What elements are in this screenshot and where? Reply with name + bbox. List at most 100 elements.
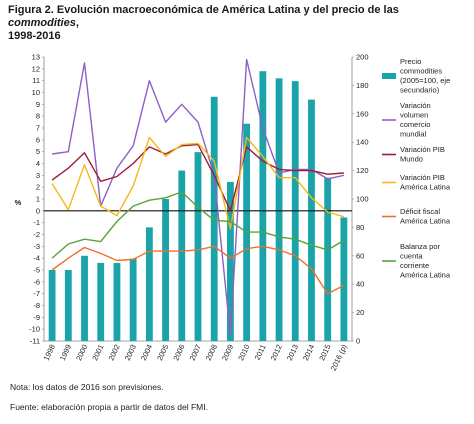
x-tick-label: 2012 [269,343,284,362]
y-tick-label: -7 [33,289,40,298]
legend-label: Variación PIB [400,173,445,182]
legend-swatch-bar [382,73,396,79]
legend-label: Variación PIB [400,145,445,154]
y-tick-label: 4 [36,159,40,168]
y-tick-label: -8 [33,301,40,310]
bar-commodity-price [275,78,283,342]
title-tail: , [75,17,79,29]
y-tick-label: -1 [33,218,40,227]
legend-label: Variación [400,101,431,110]
legend-label: Mundo [400,155,423,164]
y2-tick-label: 160 [356,109,369,118]
x-tick-label: 2007 [188,343,203,362]
series-line-4 [51,245,345,295]
bar-commodity-price [194,152,202,341]
legend-label: Balanza por [400,242,441,251]
x-tick-label: 2006 [171,343,186,362]
bar-commodity-price [64,270,72,341]
x-tick-label: 2000 [74,343,89,362]
chart-title: Figura 2. Evolución macroeconómica de Am… [8,4,468,43]
y2-tick-label: 140 [356,138,369,147]
bar-commodity-price [324,177,332,341]
y-tick-label: 10 [32,88,40,97]
y-tick-label: -5 [33,266,40,275]
bar-commodity-price [48,270,56,341]
y-tick-label: -10 [29,325,40,334]
bar-commodity-price [145,227,153,341]
x-tick-label: 1999 [58,343,73,362]
x-tick-label: 2008 [204,343,219,362]
note-text: Nota: los datos de 2016 son previsiones. [10,382,164,392]
x-tick-label: 2001 [90,343,105,362]
title-line2: 1998-2016 [8,30,61,42]
x-tick-label: 2009 [220,343,235,362]
series-line-2 [51,143,344,212]
y2-tick-label: 40 [356,280,364,289]
x-tick-label: 2013 [285,343,300,362]
y-tick-label: -6 [33,277,40,286]
y-tick-label: 2 [36,183,40,192]
series-line-3 [51,136,345,230]
legend-label: (2005=100, eje [400,76,450,85]
legend-label: América Latina [400,217,451,226]
y-tick-label: -4 [33,254,40,263]
y-tick-label: 1 [36,195,40,204]
legend-label: secundario) [400,86,440,95]
y-tick-label: 3 [36,171,40,180]
y-axis-label: % [15,198,22,207]
bar-commodity-price [340,217,348,341]
x-tick-label: 2005 [155,343,170,362]
y2-tick-label: 0 [356,337,360,346]
bar-commodity-price [113,262,121,341]
bar-commodity-price [81,255,88,341]
y2-tick-label: 60 [356,251,364,260]
bar-commodity-price [178,170,186,341]
bar-commodity-price [162,199,169,341]
y-tick-label: 8 [36,112,40,121]
y-tick-label: 6 [36,135,40,144]
y-tick-label: -11 [30,337,40,346]
bar-commodity-price [227,181,234,341]
x-tick-label: 2004 [139,343,154,362]
x-tick-label: 2015 [317,343,332,362]
legend-label: América Latina [400,271,451,280]
legend-label: cuenta [400,252,423,261]
series-line-5 [51,191,345,259]
x-tick-label: 1998 [42,343,57,362]
legend-label: Déficit fiscal [400,207,440,216]
y2-tick-label: 100 [356,195,369,204]
y2-tick-label: 180 [356,81,369,90]
bar-commodity-price [259,71,267,341]
y-tick-label: 0 [36,206,40,215]
y-tick-label: -9 [33,313,40,322]
legend-label: commodities [400,67,442,76]
bar-commodity-price [129,258,137,341]
legend-label: corriente [400,261,429,270]
y-tick-label: 7 [36,124,40,133]
x-tick-label: 2011 [253,343,268,361]
y2-tick-label: 20 [356,308,364,317]
x-tick-label: 2010 [236,343,251,362]
bar-commodity-price [97,262,105,341]
y2-tick-label: 200 [356,53,369,62]
x-tick-label: 2002 [107,343,122,362]
legend-label: América Latina [400,183,451,192]
title-italic: commodities [8,17,76,29]
y-tick-label: 11 [32,76,40,85]
y-tick-label: 12 [32,64,40,73]
title-main: Figura 2. Evolución macroeconómica de Am… [8,4,399,16]
y-tick-label: 5 [36,147,40,156]
y-tick-label: -2 [33,230,40,239]
x-tick-label: 2003 [123,343,138,362]
bar-commodity-price [210,96,218,341]
bar-commodity-price [308,99,315,341]
source-text: Fuente: elaboración propia a partir de d… [10,402,208,412]
legend-label: Precio [400,57,421,66]
legend-label: mundial [400,130,427,139]
x-tick-label: 2014 [301,343,316,362]
y-tick-label: 9 [36,100,40,109]
y-tick-label: -3 [33,242,40,251]
legend-label: comercio [400,120,430,129]
legend-label: volumen [400,111,428,120]
